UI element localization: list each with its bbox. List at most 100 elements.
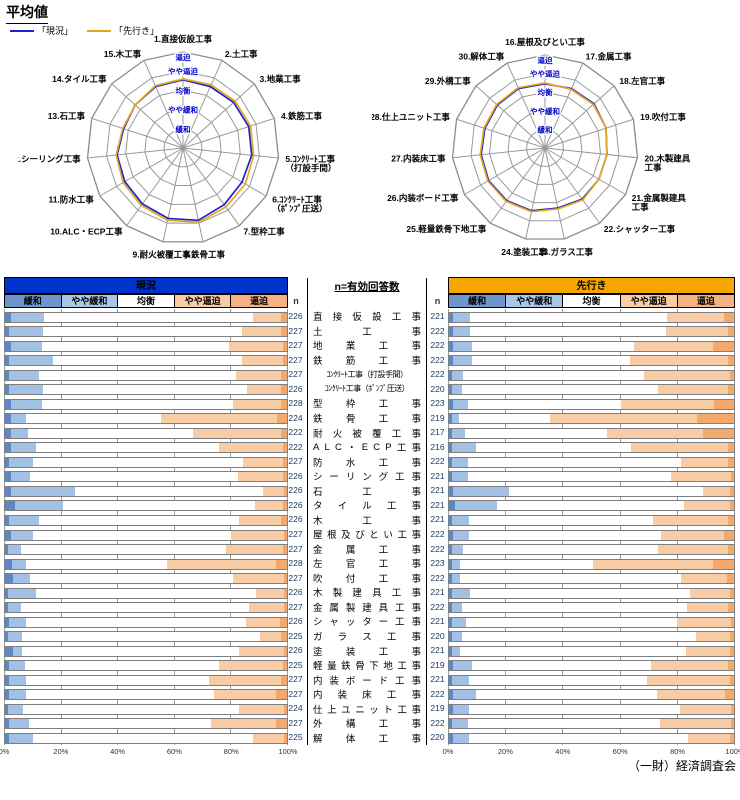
current-column-headers: 緩和 やや緩和 均衡 やや逼迫 逼迫 — [4, 294, 288, 308]
legend-item-current: 「現況」 — [10, 24, 73, 37]
table-row — [448, 716, 735, 731]
table-row — [448, 687, 735, 702]
bar-segment-均衡 — [27, 428, 193, 438]
bar-segment-やや逼迫 — [695, 632, 730, 642]
radar-axis-label: 18.左官工事 — [619, 76, 665, 86]
table-row — [4, 527, 288, 542]
bar-segment-逼迫 — [728, 356, 734, 366]
stacked-bar — [4, 616, 288, 628]
axis-tick-label: 100% — [278, 747, 298, 756]
radar-spoke — [182, 117, 275, 149]
bar-segment-やや逼迫 — [644, 370, 730, 380]
bar-segment-やや緩和 — [451, 632, 462, 642]
bar-segment-逼迫 — [275, 559, 287, 569]
table-row — [448, 571, 735, 586]
bar-segment-均衡 — [468, 530, 662, 540]
bar-segment-やや逼迫 — [607, 428, 703, 438]
bar-segment-逼迫 — [728, 545, 734, 555]
bar-segment-逼迫 — [729, 646, 734, 656]
bar-segment-均衡 — [467, 457, 682, 467]
footer-credit: （一財）経済調査会 — [627, 759, 736, 773]
bar-segment-やや緩和 — [453, 356, 472, 366]
n-value: 227 — [288, 572, 303, 583]
radar-spoke — [182, 147, 240, 226]
bar-segment-均衡 — [30, 574, 234, 584]
bar-segment-やや緩和 — [9, 733, 34, 743]
bar-segment-やや逼迫 — [239, 646, 285, 656]
bar-segment-均衡 — [461, 385, 659, 395]
bar-segment-やや逼迫 — [661, 530, 724, 540]
bar-segment-やや緩和 — [9, 675, 27, 685]
bar-segment-やや逼迫 — [651, 661, 729, 671]
radar-axis-label: 4.鉄筋工事 — [281, 111, 323, 121]
bar-segment-逼迫 — [282, 472, 287, 482]
bar-segment-逼迫 — [729, 632, 734, 642]
bar-segment-やや緩和 — [10, 414, 27, 424]
radar-spoke — [452, 147, 546, 159]
table-row — [4, 672, 288, 687]
trade-name: 木工事 — [313, 515, 421, 527]
axis-tick-label: 0% — [442, 747, 454, 756]
radar-axis-label: 6.ｺﾝｸﾘｰﾄ工事（ﾎﾟﾝﾌﾟ圧送） — [272, 195, 327, 214]
radar-series-outlook — [115, 78, 255, 224]
table-row — [448, 600, 735, 615]
bar-segment-緩和 — [5, 530, 11, 540]
bar-segment-緩和 — [449, 661, 454, 671]
bar-segment-緩和 — [449, 312, 454, 322]
radar-axis-label: 25.軽量鉄骨下地工事 — [406, 224, 486, 234]
bar-segment-やや逼迫 — [210, 719, 276, 729]
bar-segment-均衡 — [461, 603, 687, 613]
radar-axis-label: 29.外構工事 — [425, 76, 471, 86]
table-row — [4, 556, 288, 571]
column-header-4: 逼迫 — [231, 294, 288, 308]
table-row — [448, 585, 735, 600]
stacked-bar — [448, 616, 735, 628]
bar-segment-やや逼迫 — [263, 486, 285, 496]
radar-spoke — [182, 147, 267, 197]
radar-axis-label: 3.地業工事 — [260, 74, 302, 84]
bar-segment-やや緩和 — [453, 486, 509, 496]
n-value: 222 — [430, 529, 445, 539]
n-value: 221 — [430, 499, 445, 510]
bar-segment-緩和 — [5, 356, 10, 366]
stacked-bar — [4, 587, 288, 599]
table-row — [448, 411, 735, 426]
bar-segment-やや逼迫 — [592, 559, 713, 569]
bar-segment-緩和 — [5, 603, 8, 613]
stacked-bar — [448, 485, 735, 497]
table-row — [4, 483, 288, 498]
bar-segment-やや緩和 — [9, 356, 53, 366]
n-value: 227 — [288, 717, 303, 728]
bar-segment-やや逼迫 — [253, 733, 285, 743]
trade-name: 防水工事 — [313, 457, 421, 469]
table-row — [448, 353, 735, 368]
bar-segment-やや緩和 — [7, 704, 24, 714]
bar-segment-緩和 — [5, 704, 8, 714]
axis-tick-label: 20% — [497, 747, 513, 756]
table-row — [4, 600, 288, 615]
axis-tick-label: 60% — [612, 747, 628, 756]
radar-axis-label: 26.内装ボード工事 — [387, 193, 459, 203]
bar-segment-緩和 — [5, 588, 8, 598]
bar-segment-逼迫 — [724, 312, 734, 322]
n-count-title: n=有効回答数 — [334, 281, 400, 293]
bar-segment-やや逼迫 — [219, 661, 283, 671]
bar-segment-均衡 — [24, 661, 220, 671]
n-value: 224 — [288, 412, 303, 423]
bar-segment-やや逼迫 — [243, 457, 283, 467]
table-row — [4, 730, 288, 745]
table-row — [448, 454, 735, 469]
trade-name: 内装ボード工事 — [313, 675, 421, 687]
bar-segment-均衡 — [36, 588, 256, 598]
bar-segment-均衡 — [471, 356, 630, 366]
bar-segment-やや緩和 — [9, 385, 44, 395]
n-column-left: 226 227 227 227 227 226 228 224 222 222 227 226 226 2… — [285, 309, 306, 745]
bar-segment-やや逼迫 — [233, 399, 282, 409]
bar-segment-緩和 — [5, 559, 13, 569]
n-value: 223 — [430, 398, 445, 409]
bar-segment-逼迫 — [725, 690, 734, 700]
bar-segment-逼迫 — [729, 486, 734, 496]
stacked-bar — [4, 689, 288, 701]
n-value: 220 — [430, 383, 445, 394]
bar-segment-緩和 — [449, 617, 452, 627]
